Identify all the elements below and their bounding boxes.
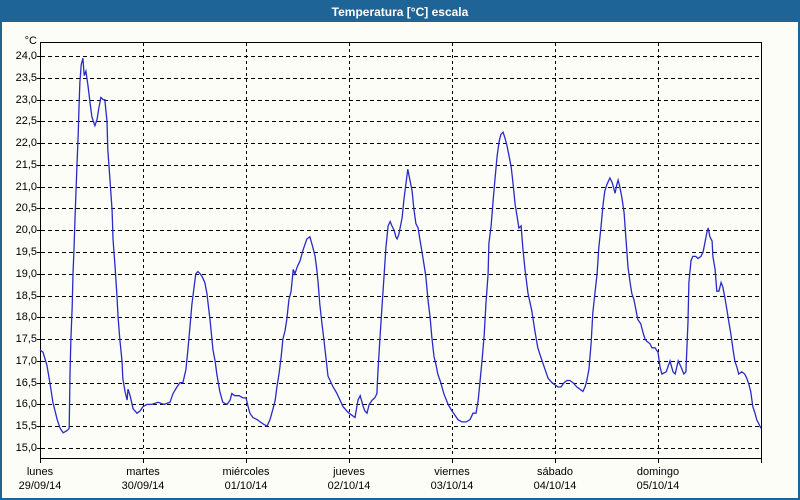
x-axis-day-date: 05/10/14 [636, 480, 680, 492]
y-axis-tick-label: 20,5 [15, 202, 37, 215]
x-axis-day-label: lunes 29/09/14 [2, 465, 85, 493]
x-axis-day-name: miércoles [222, 466, 270, 478]
x-axis-day-date: 01/10/14 [224, 480, 268, 492]
y-axis-unit-label: °C [24, 35, 37, 47]
y-axis-tick-label: 16,5 [15, 376, 37, 389]
y-axis-tick-label: 22,5 [15, 115, 37, 128]
plot-frame [40, 42, 762, 459]
x-axis-day-name: martes [126, 466, 160, 478]
x-axis-day-name: viernes [434, 466, 470, 478]
y-axis-tick-label: 18,0 [15, 311, 37, 324]
chart-area: °C 24,0 23,5 23,0 22,5 22,0 21,5 21,0 20,5 20,0 1… [2, 22, 798, 498]
x-axis-day-date: 29/09/14 [18, 480, 62, 492]
y-axis-tick-label: 20,0 [15, 224, 37, 237]
x-axis-day-date: 03/10/14 [430, 480, 474, 492]
window-titlebar[interactable]: Temperatura [°C] escala [2, 2, 798, 22]
x-axis-day-date: 02/10/14 [327, 480, 371, 492]
y-axis-tick-label: 19,0 [15, 267, 37, 280]
x-axis-day-date: 04/10/14 [533, 480, 577, 492]
y-axis-tick-label: 19,5 [15, 246, 37, 258]
x-axis-day-label: jueves 02/10/14 [304, 465, 394, 493]
x-axis-day-date: 30/09/14 [121, 480, 165, 492]
x-axis-day-name: lunes [26, 466, 54, 478]
y-axis-tick-label: 18,5 [15, 289, 37, 302]
y-axis-tick-label: 17,5 [15, 333, 37, 346]
x-axis-day-label: domingo 05/10/14 [613, 465, 703, 493]
y-axis-tick-label: 23,0 [15, 93, 37, 106]
y-axis-tick-label: 17,0 [15, 354, 37, 367]
y-axis-tick-label: 15,5 [15, 420, 37, 433]
y-axis-tick-label: 24,0 [15, 50, 37, 62]
x-axis-day-name: jueves [333, 466, 365, 478]
x-axis-day-label: martes 30/09/14 [98, 465, 188, 493]
x-axis-day-label: miércoles 01/10/14 [201, 465, 291, 493]
y-axis-tick-label: 22,0 [15, 137, 37, 150]
x-axis-day-name: sábado [536, 466, 574, 478]
y-axis-tick-label: 23,5 [15, 71, 37, 84]
y-axis-tick-label: 15,0 [15, 442, 37, 454]
window-title: Temperatura [°C] escala [331, 5, 469, 19]
y-axis-tick-label: 21,5 [15, 158, 37, 171]
x-axis-day-label: viernes 03/10/14 [407, 465, 497, 493]
chart-canvas [37, 42, 762, 463]
y-axis-tick-label: 16,0 [15, 398, 37, 411]
x-axis-day-name: domingo [636, 466, 680, 478]
x-axis-day-label: sábado 04/10/14 [510, 465, 600, 493]
y-axis-tick-label: 21,0 [15, 180, 37, 193]
temperature-series-line [39, 58, 762, 434]
